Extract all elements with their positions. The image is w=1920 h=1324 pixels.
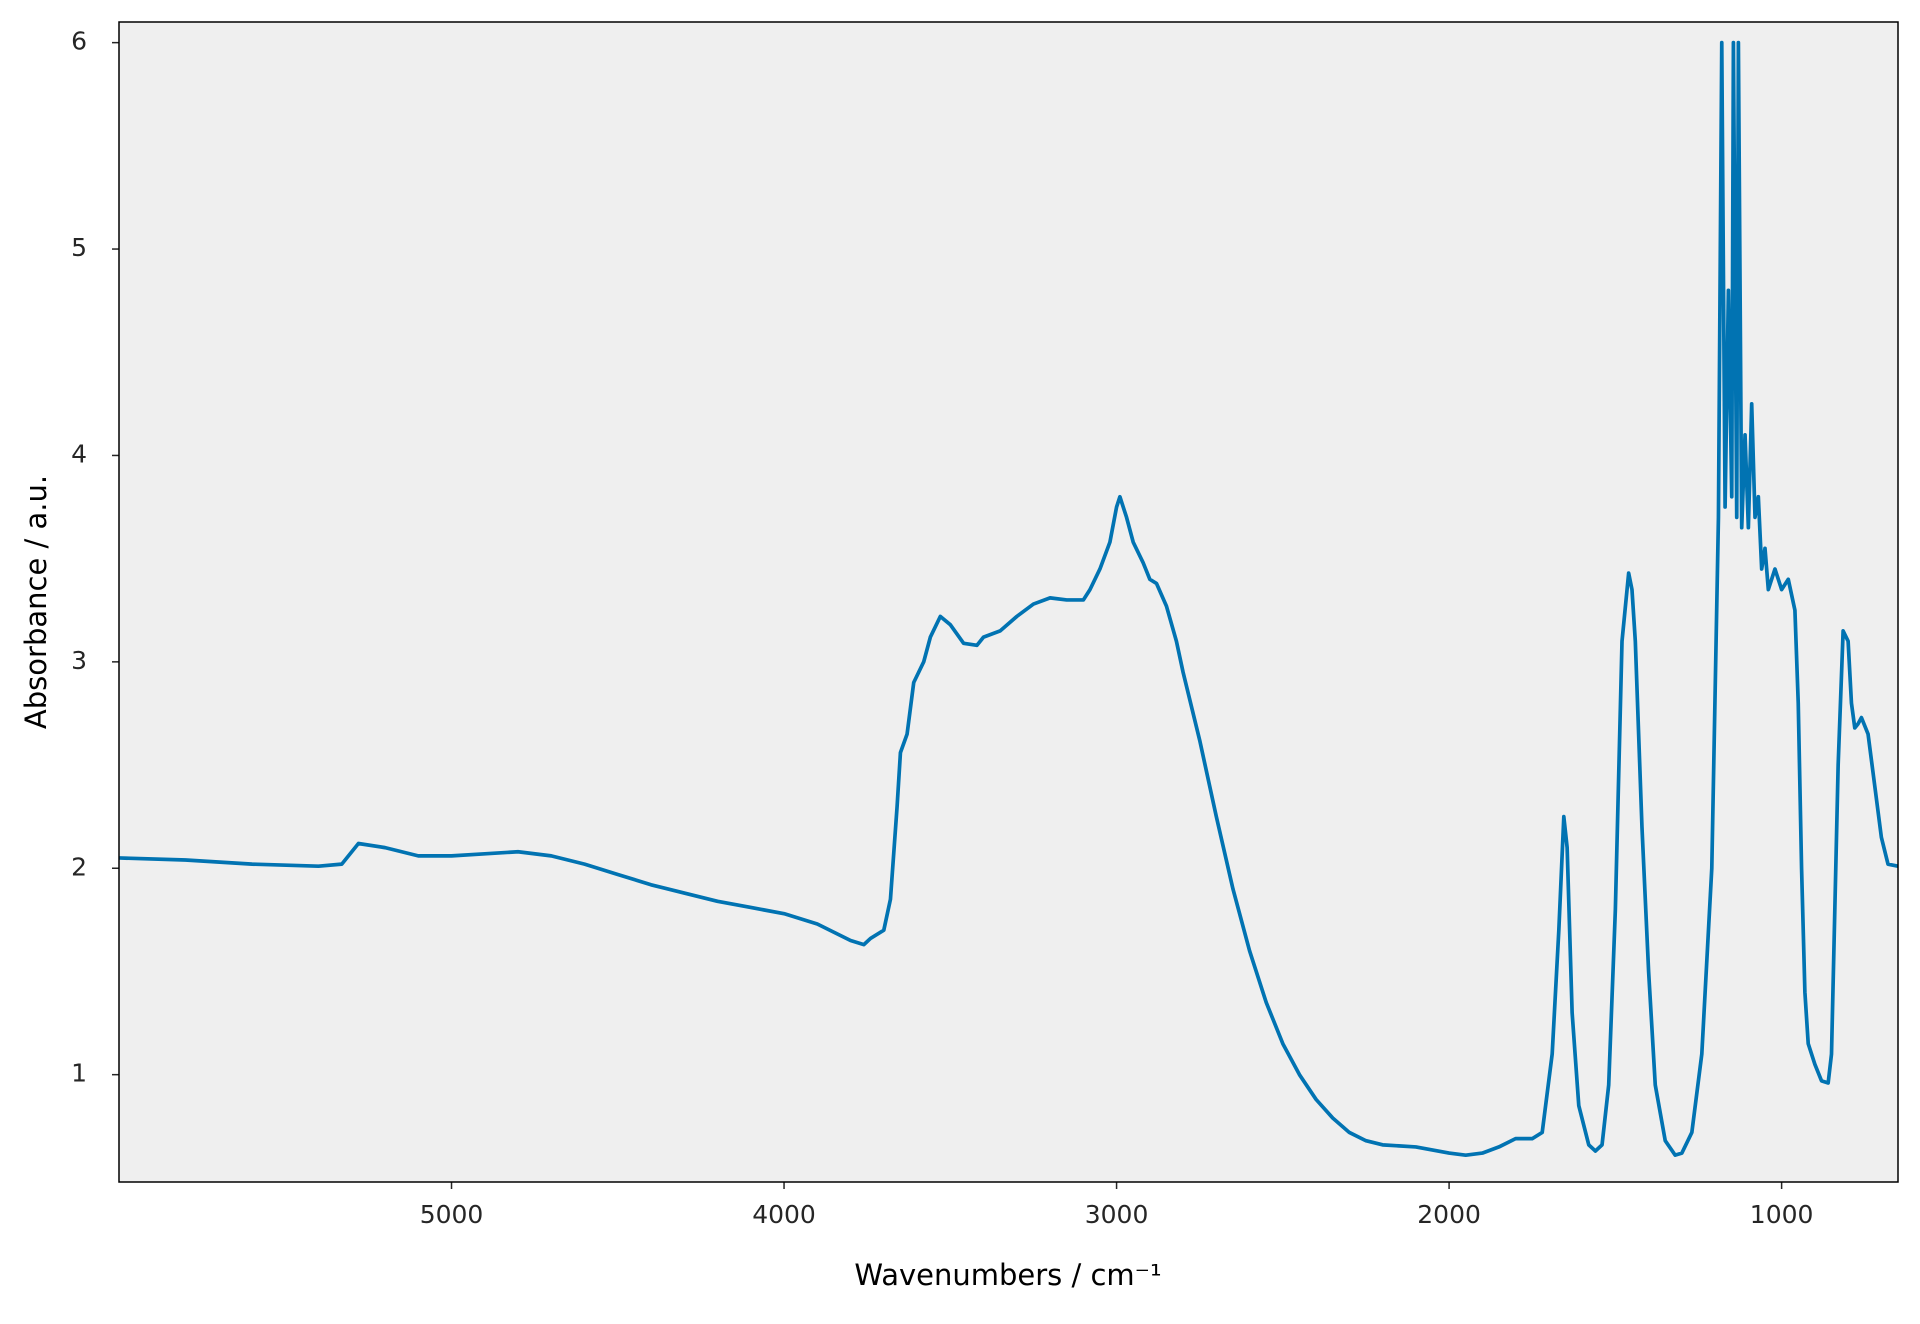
- y-tick-label: 4: [71, 439, 87, 468]
- plot-area: [119, 22, 1898, 1182]
- y-tick-label: 5: [71, 233, 87, 262]
- y-tick-label: 6: [71, 27, 87, 56]
- y-tick-label: 1: [71, 1059, 87, 1088]
- y-tick-label: 3: [71, 646, 87, 675]
- y-axis-label: Absorbance / a.u.: [19, 475, 53, 729]
- spectrum-line: [118, 40, 1899, 1158]
- x-tick-label: 4000: [752, 1200, 816, 1229]
- x-tick-label: 3000: [1085, 1200, 1149, 1229]
- x-tick-label: 2000: [1417, 1200, 1481, 1229]
- y-tick-label: 2: [71, 852, 87, 881]
- x-tick-label: 5000: [420, 1200, 484, 1229]
- x-tick-label: 1000: [1750, 1200, 1814, 1229]
- plot-frame: [118, 21, 1899, 1183]
- x-axis-label: Wavenumbers / cm⁻¹: [854, 1258, 1161, 1292]
